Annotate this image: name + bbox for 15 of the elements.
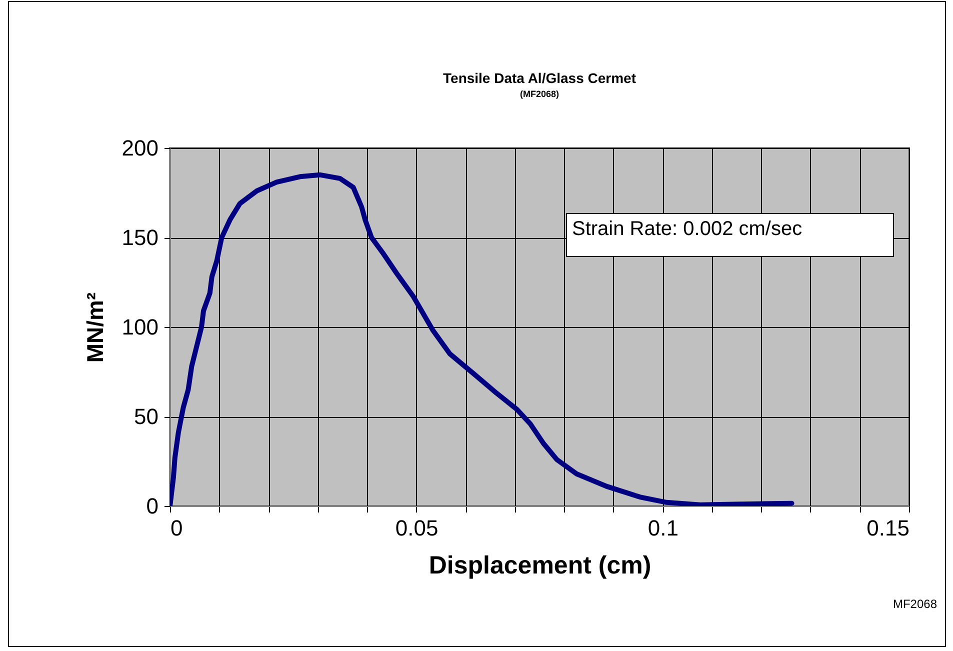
- text-box: Strain Rate: 0.002 cm/sec: [566, 213, 894, 257]
- chart-title: Tensile Data Al/Glass Cermet: [443, 70, 636, 86]
- y-tick-label: 200: [122, 136, 158, 160]
- x-tick-label: 0.05: [395, 516, 438, 540]
- y-tick-label: 100: [122, 314, 158, 340]
- y-tick-label: 0: [146, 494, 158, 518]
- x-tick-label: 0.15: [866, 516, 910, 540]
- y-axis-title: MN/m²: [82, 292, 108, 363]
- chart-subtitle: (MF2068): [520, 89, 560, 99]
- x-axis-title: Displacement (cm): [428, 552, 652, 580]
- x-tick-label: 0.1: [648, 516, 678, 540]
- y-tick-label: 150: [122, 225, 158, 250]
- note-text: MF2068: [892, 597, 937, 611]
- y-tick-label: 50: [134, 404, 158, 429]
- x-tick-label: 0: [170, 516, 183, 540]
